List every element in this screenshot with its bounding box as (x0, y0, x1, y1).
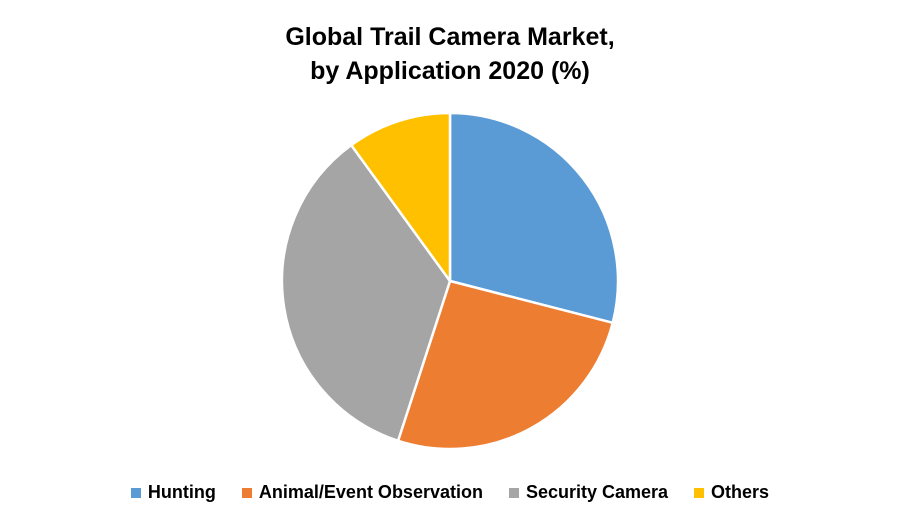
legend-swatch-animal-event-observation (241, 487, 252, 498)
legend-swatch-security-camera (508, 487, 519, 498)
pie-slice-security-camera (280, 143, 452, 443)
legend-label-animal-event-observation: Animal/Event Observation (258, 482, 483, 502)
legend-item-others: Others (694, 482, 769, 503)
chart-title: Global Trail Camera Market, by Applicati… (0, 20, 900, 88)
legend-item-animal-event-observation: Animal/Event Observation (241, 482, 483, 503)
chart-title-line-1: Global Trail Camera Market, (285, 23, 615, 51)
legend: Hunting Animal/Event Observation Securit… (0, 482, 900, 503)
legend-item-hunting: Hunting (130, 482, 216, 503)
pie-slice-others (350, 111, 452, 283)
legend-label-hunting: Hunting (147, 482, 216, 502)
pie-slice-animal-event-observation (396, 279, 614, 451)
pie-slice-hunting (448, 111, 620, 325)
pie-slices (280, 111, 620, 451)
legend-label-security-camera: Security Camera (525, 482, 669, 502)
legend-swatch-others (694, 487, 705, 498)
chart-title-line-2: by Application 2020 (%) (310, 57, 590, 85)
legend-swatch-hunting (130, 487, 141, 498)
legend-label-others: Others (711, 482, 770, 502)
legend-item-security-camera: Security Camera (508, 482, 669, 503)
